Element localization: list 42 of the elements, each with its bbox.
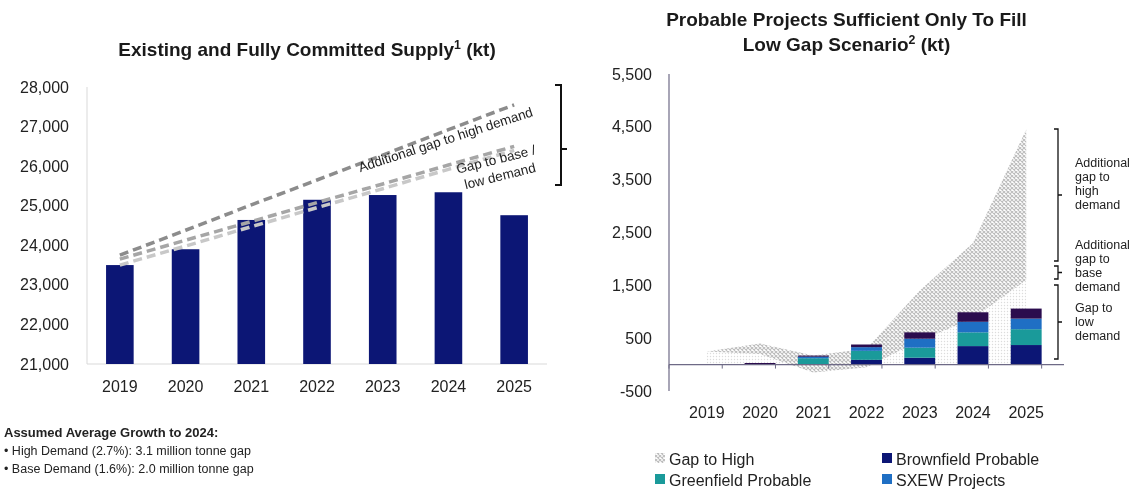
chart-title: Existing and Fully Committed Supply$^{1}$ (kt)	[118, 38, 496, 60]
y-tick-label: 24,000	[20, 236, 70, 254]
y-tick-label: 28,000	[20, 78, 70, 96]
x-tick-label: 2025	[1008, 404, 1045, 421]
y-tick-label: 23,000	[20, 276, 70, 294]
legend-label: SXEW Projects	[896, 471, 1006, 489]
y-tick-label: 26,000	[20, 157, 70, 175]
legend-label: Greenfield Probable	[669, 471, 812, 489]
y-tick-label: 3,500	[611, 171, 653, 189]
y-tick-label: 2,500	[611, 224, 653, 242]
x-tick-label: 2020	[742, 404, 778, 421]
y-tick-label: 25,000	[20, 197, 70, 215]
text: Additional gap to high demand	[1075, 156, 1130, 212]
text: • High Demand (2.7%): 3.1 million tonne gap	[4, 444, 251, 458]
text: • Base Demand (1.6%): 2.0 million tonne gap	[4, 462, 254, 476]
legend-label: Gap to High	[669, 450, 755, 468]
x-tick-label: 2022	[299, 378, 335, 395]
x-tick-label: 2022	[848, 404, 885, 421]
y-tick-label: -500	[619, 382, 653, 400]
x-tick-label: 2019	[689, 404, 725, 421]
x-tick-label: 2023	[901, 404, 938, 421]
x-tick-label: 2019	[102, 378, 138, 395]
chart-title: Probable Projects Sufficient Only To Fill Low Gap Scenario$^{2}$ (kt)	[666, 9, 1027, 55]
y-tick-label: 4,500	[611, 118, 653, 136]
text: Assumed Average Growth to 2024:	[4, 425, 219, 440]
x-tick-label: 2021	[233, 378, 270, 395]
x-tick-label: 2024	[955, 404, 991, 421]
y-tick-label: 1,500	[611, 276, 653, 294]
annotation: Gap to base / low demand	[454, 142, 538, 193]
y-tick-label: 21,000	[20, 355, 70, 373]
legend-label: Brownfield Probable	[896, 450, 1040, 468]
x-tick-label: 2023	[364, 378, 401, 395]
x-tick-label: 2021	[795, 404, 832, 421]
y-tick-label: 22,000	[20, 316, 70, 334]
y-tick-label: 5,500	[611, 65, 653, 83]
y-tick-label: 27,000	[20, 118, 70, 136]
x-tick-label: 2025	[496, 378, 533, 395]
x-tick-label: 2020	[167, 378, 204, 395]
x-tick-label: 2024	[430, 378, 467, 395]
text: Gap to low demand	[1075, 301, 1121, 343]
y-tick-label: 500	[625, 329, 653, 347]
text: Additional gap to base demand	[1075, 238, 1130, 294]
